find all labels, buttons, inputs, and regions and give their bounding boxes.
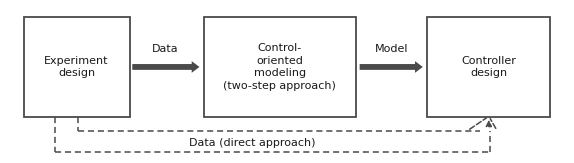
Bar [24,17,130,117]
Text: Experiment
design: Experiment design [44,56,109,78]
Bar [204,17,356,117]
Text: Data: Data [152,44,179,54]
Text: Controller
design: Controller design [461,56,516,78]
Bar [427,17,550,117]
Text: Model: Model [374,44,408,54]
Text: Control-
oriented
modeling
(two-step approach): Control- oriented modeling (two-step app… [223,43,336,91]
Text: Data (direct approach): Data (direct approach) [189,138,316,148]
